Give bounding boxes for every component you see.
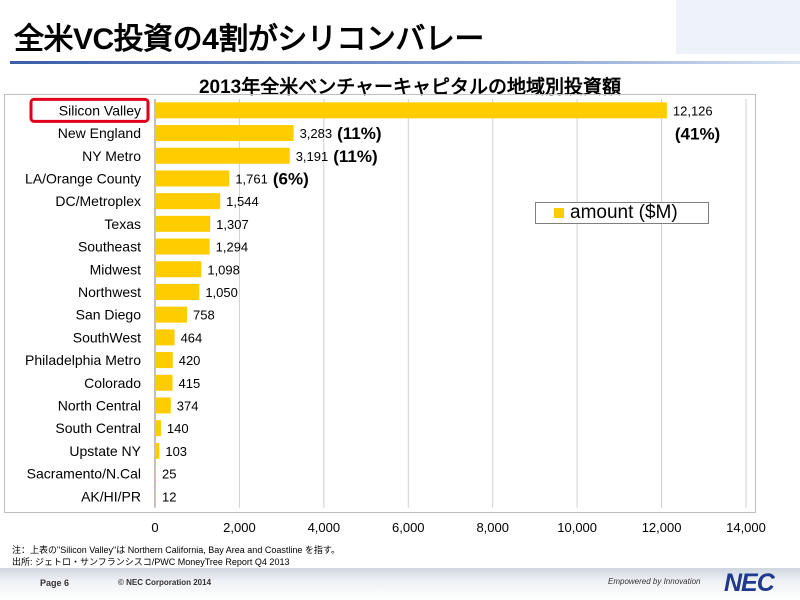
copyright: © NEC Corporation 2014: [118, 578, 212, 587]
data-label: 103: [165, 444, 187, 459]
bar-north-central: [155, 397, 171, 414]
bar-new-england: [155, 125, 294, 142]
data-label: 1,761: [235, 171, 268, 186]
x-tick-label: 10,000: [557, 520, 597, 535]
bar-upstate-ny: [155, 442, 160, 459]
category-label: Silicon Valley: [59, 102, 141, 118]
category-label: Sacramento/N.Cal: [27, 466, 141, 482]
category-label: NY Metro: [82, 148, 141, 164]
category-label: Northwest: [78, 284, 141, 300]
bar-silicon-valley: [155, 102, 667, 119]
data-label: 12,126: [673, 103, 713, 118]
bar-northwest: [155, 283, 200, 300]
data-label: 1,544: [226, 194, 259, 209]
nec-logo: NEC: [724, 569, 775, 597]
category-label: Southeast: [78, 239, 141, 255]
chart-title: 2013年全米ベンチャーキャピタルの地域別投資額: [198, 77, 622, 98]
bar-ny-metro: [155, 147, 290, 164]
category-label: South Central: [55, 420, 141, 436]
x-tick-label: 12,000: [642, 520, 682, 535]
data-label: 374: [177, 398, 199, 413]
category-label: Texas: [104, 216, 141, 232]
category-label: Upstate NY: [69, 443, 141, 459]
share-annotation: (6%): [273, 169, 309, 188]
bar-philadelphia-metro: [155, 352, 173, 369]
share-annotation: (41%): [675, 124, 720, 143]
bar-la-orange-county: [155, 170, 230, 187]
legend-label: amount ($M): [570, 202, 678, 223]
category-label: Midwest: [90, 261, 141, 277]
category-label: New England: [58, 125, 141, 141]
data-label: 3,191: [296, 149, 329, 164]
bar-midwest: [155, 261, 202, 278]
legend-swatch: [554, 208, 564, 218]
title-underline: [10, 61, 800, 64]
category-label: San Diego: [76, 307, 142, 323]
data-label: 25: [162, 467, 176, 482]
data-label: 415: [179, 376, 201, 391]
data-label: 464: [181, 330, 203, 345]
data-label: 420: [179, 353, 201, 368]
bar-ak-hi-pr: [155, 488, 156, 505]
category-label: DC/Metroplex: [55, 193, 141, 209]
data-label: 1,050: [205, 285, 238, 300]
highlight-box: [29, 97, 150, 123]
data-label: 1,294: [216, 240, 249, 255]
chart-legend: amount ($M): [535, 202, 709, 224]
footnote-source: 出所: ジェトロ・サンフランシスコ/PWC MoneyTree Report Q…: [12, 557, 290, 567]
category-label: Philadelphia Metro: [25, 352, 141, 368]
chart-frame: [4, 94, 756, 513]
category-label: North Central: [58, 397, 141, 413]
footnote-definition: 注：上表の"Silicon Valley"は Northern Californ…: [12, 545, 340, 555]
x-tick-label: 0: [151, 520, 158, 535]
category-label: SouthWest: [73, 329, 141, 345]
category-label: LA/Orange County: [25, 170, 141, 186]
x-tick-label: 8,000: [476, 520, 509, 535]
bar-sacramento-n-cal: [155, 465, 157, 482]
footer-band: [0, 568, 800, 600]
data-label: 12: [162, 489, 176, 504]
bar-southeast: [155, 238, 210, 255]
data-label: 758: [193, 308, 215, 323]
data-label: 1,307: [216, 217, 249, 232]
bar-colorado: [155, 374, 173, 391]
tagline: Empowered by Innovation: [608, 577, 701, 586]
bar-south-central: [155, 420, 161, 437]
share-annotation: (11%): [337, 124, 381, 143]
title-decoration: [676, 0, 800, 54]
x-tick-label: 6,000: [392, 520, 425, 535]
data-label: 3,283: [300, 126, 333, 141]
share-annotation: (11%): [333, 147, 377, 166]
bar-southwest: [155, 329, 175, 346]
bar-dc-metroplex: [155, 193, 221, 210]
category-label: AK/HI/PR: [81, 488, 141, 504]
slide-title: 全米VC投資の4割がシリコンバレー: [14, 23, 484, 56]
bar-texas: [155, 215, 211, 232]
x-tick-label: 2,000: [223, 520, 256, 535]
data-label: 140: [167, 421, 189, 436]
category-label: Colorado: [84, 375, 141, 391]
page-number: Page 6: [40, 578, 70, 588]
x-tick-label: 4,000: [308, 520, 341, 535]
x-tick-label: 14,000: [726, 520, 766, 535]
bar-san-diego: [155, 306, 187, 323]
data-label: 1,098: [207, 262, 240, 277]
